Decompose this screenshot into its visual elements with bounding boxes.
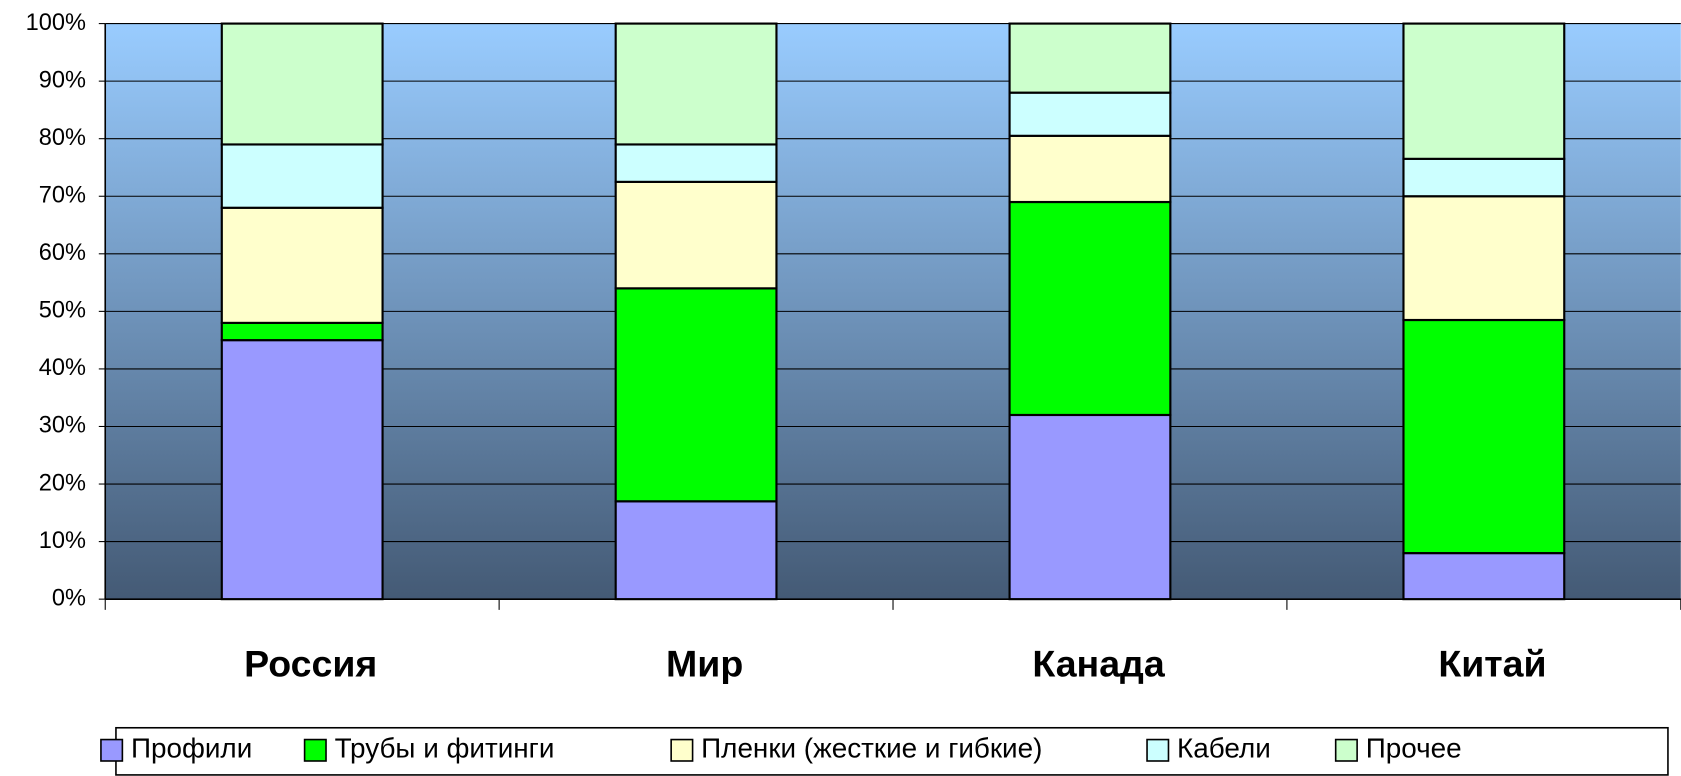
- x-tick-label: Мир: [666, 643, 743, 685]
- y-tick-label: 20%: [39, 469, 86, 495]
- legend-swatch: [1146, 738, 1170, 762]
- bar-segment: [614, 22, 778, 146]
- legend-swatch: [303, 738, 327, 762]
- bar-segment: [220, 22, 384, 146]
- bar-segment: [1008, 91, 1172, 137]
- bar-segment: [614, 500, 778, 601]
- legend-swatch: [670, 738, 694, 762]
- x-tick-label: Канада: [1032, 643, 1166, 685]
- bar-segment: [220, 339, 384, 601]
- bar-segment: [1008, 413, 1172, 601]
- bar-segment: [220, 143, 384, 209]
- legend-label: Профили: [131, 733, 252, 764]
- bar-segment: [220, 206, 384, 324]
- bar-segment: [614, 180, 778, 290]
- legend-label: Трубы и фитинги: [335, 733, 555, 764]
- bar-segment: [614, 287, 778, 503]
- y-tick-label: 80%: [39, 124, 86, 150]
- bar-segment: [614, 143, 778, 183]
- bar-segment: [1008, 22, 1172, 94]
- bar-segment: [1008, 200, 1172, 417]
- y-tick-label: 70%: [39, 181, 86, 207]
- legend-swatch: [1334, 738, 1358, 762]
- bar-segment: [1402, 318, 1566, 555]
- x-tick-label: Россия: [244, 643, 377, 685]
- y-tick-label: 50%: [39, 297, 86, 323]
- legend-label: Пленки (жесткие и гибкие): [701, 733, 1042, 764]
- y-tick-label: 40%: [39, 354, 86, 380]
- bar-segment: [1402, 22, 1566, 160]
- y-tick-label: 10%: [39, 527, 86, 553]
- y-tick-label: 90%: [39, 66, 86, 92]
- legend-label: Прочее: [1366, 733, 1462, 764]
- bar-segment: [1402, 552, 1566, 601]
- legend-box: [115, 726, 1669, 776]
- y-tick-label: 0%: [52, 584, 86, 610]
- bar-segment: [1402, 195, 1566, 322]
- bar-segment: [1402, 157, 1566, 198]
- x-tick-label: Китай: [1438, 643, 1546, 685]
- legend-swatch: [100, 738, 124, 762]
- y-tick-label: 60%: [39, 239, 86, 265]
- bar-segment: [220, 321, 384, 342]
- bar-segment: [1008, 134, 1172, 204]
- y-tick-label: 100%: [26, 9, 86, 35]
- y-tick-label: 30%: [39, 412, 86, 438]
- legend-label: Кабели: [1177, 733, 1271, 764]
